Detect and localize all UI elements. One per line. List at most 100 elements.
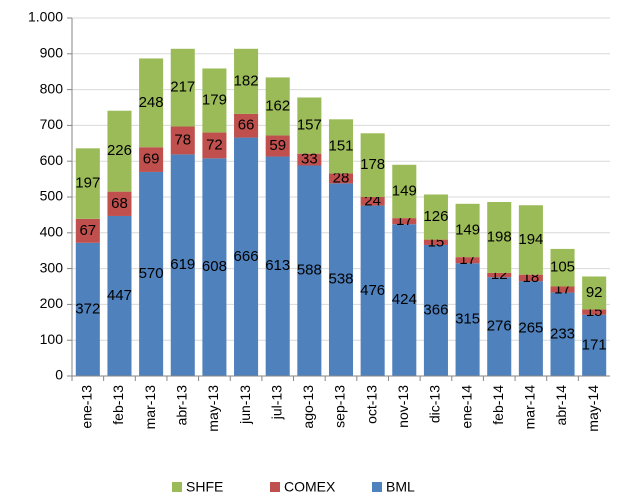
bar-segment xyxy=(518,205,543,275)
data-label: 28 xyxy=(333,169,350,186)
data-label: 149 xyxy=(455,221,480,238)
y-tick-label: 200 xyxy=(40,295,64,311)
bar-segment xyxy=(360,205,385,376)
x-tick-label: nov-13 xyxy=(395,385,411,428)
data-label: 59 xyxy=(269,137,286,154)
x-tick-label: ene-14 xyxy=(458,385,474,429)
bar-segment xyxy=(107,110,132,192)
x-tick-label: dic-13 xyxy=(427,385,443,423)
bar-segment xyxy=(265,77,290,136)
x-tick-label: may-14 xyxy=(585,385,601,432)
legend-swatch xyxy=(172,482,182,492)
bar-segment xyxy=(202,132,227,159)
data-label: 233 xyxy=(550,325,575,342)
data-label: 151 xyxy=(328,137,353,154)
bar-segment xyxy=(392,164,417,219)
x-tick-label: mar-13 xyxy=(142,385,158,430)
bar-segment xyxy=(360,197,385,206)
x-tick-label: ene-13 xyxy=(79,385,95,429)
data-label: 68 xyxy=(111,195,128,212)
bar-segment xyxy=(455,257,480,264)
bar-segment xyxy=(75,148,100,219)
bar-segment xyxy=(423,244,448,376)
data-label: 315 xyxy=(455,311,480,328)
y-tick-label: 500 xyxy=(40,188,64,204)
bar-segment xyxy=(423,239,448,245)
legend-swatch xyxy=(372,482,382,492)
x-tick-label: abr-13 xyxy=(173,385,189,426)
bar-segment xyxy=(139,58,164,148)
y-tick-label: 1.000 xyxy=(28,9,63,25)
data-label: 92 xyxy=(586,284,603,301)
bar-segment xyxy=(487,202,512,273)
data-label: 178 xyxy=(360,156,385,173)
data-label: 67 xyxy=(79,222,96,239)
x-tick-label: sep-13 xyxy=(332,385,348,428)
data-label: 78 xyxy=(174,131,191,148)
bar-segment xyxy=(265,156,290,376)
data-label: 182 xyxy=(234,72,259,89)
data-label: 194 xyxy=(518,231,543,248)
data-label: 447 xyxy=(107,287,132,304)
y-tick-label: 700 xyxy=(40,116,64,132)
bar-segment xyxy=(170,48,195,127)
bar-segment xyxy=(328,173,354,184)
data-label: 588 xyxy=(297,262,322,279)
bar-segment xyxy=(234,113,259,138)
data-label: 424 xyxy=(392,291,417,308)
y-tick-label: 0 xyxy=(55,367,63,383)
x-tick-label: oct-13 xyxy=(363,385,379,424)
data-label: 476 xyxy=(360,282,385,299)
data-label: 248 xyxy=(139,94,164,111)
bar-segment xyxy=(139,147,164,172)
bar-segment xyxy=(455,203,480,258)
data-label: 66 xyxy=(238,117,255,134)
bar-segment xyxy=(234,48,259,114)
data-label: 197 xyxy=(75,175,100,192)
data-label: 570 xyxy=(139,265,164,282)
bar-segment xyxy=(550,248,575,287)
bar-segment xyxy=(582,276,607,310)
x-tick-label: may-13 xyxy=(205,385,221,432)
bar-segment xyxy=(392,218,417,225)
bar-segment xyxy=(75,242,100,376)
data-label: 33 xyxy=(301,151,318,168)
bar-segment xyxy=(328,119,354,174)
data-label: 157 xyxy=(297,117,322,134)
bar-segment xyxy=(487,277,512,376)
legend-label: COMEX xyxy=(284,479,336,495)
data-label: 608 xyxy=(202,258,227,275)
bar-segment xyxy=(202,158,227,376)
legend-label: BML xyxy=(386,479,415,495)
x-tick-label: ago-13 xyxy=(300,385,316,429)
bar-segment xyxy=(550,286,575,293)
data-label: 171 xyxy=(582,336,607,353)
bar-segment xyxy=(518,281,543,376)
x-tick-label: mar-14 xyxy=(522,385,538,430)
bar-segment xyxy=(297,165,322,376)
bar-segment xyxy=(297,153,322,166)
data-label: 162 xyxy=(265,97,290,114)
bar-segment xyxy=(139,171,164,376)
data-label: 126 xyxy=(423,208,448,225)
y-tick-label: 100 xyxy=(40,331,64,347)
data-label: 105 xyxy=(550,259,575,276)
legend-swatch xyxy=(270,482,280,492)
y-tick-label: 800 xyxy=(40,80,64,96)
x-tick-label: jul-13 xyxy=(268,385,284,420)
data-label: 217 xyxy=(170,79,195,96)
x-tick-label: abr-14 xyxy=(553,385,569,426)
x-tick-label: feb-14 xyxy=(490,385,506,425)
data-label: 619 xyxy=(170,256,195,273)
data-label: 69 xyxy=(143,151,160,168)
bar-segment xyxy=(107,215,132,376)
bar-segment xyxy=(455,263,480,376)
bar-segment xyxy=(423,194,448,240)
bar-segment xyxy=(582,309,607,315)
data-label: 198 xyxy=(487,228,512,245)
bar-segment xyxy=(265,135,290,157)
bar-segment xyxy=(234,137,259,376)
data-label: 276 xyxy=(487,318,512,335)
data-label: 226 xyxy=(107,142,132,159)
